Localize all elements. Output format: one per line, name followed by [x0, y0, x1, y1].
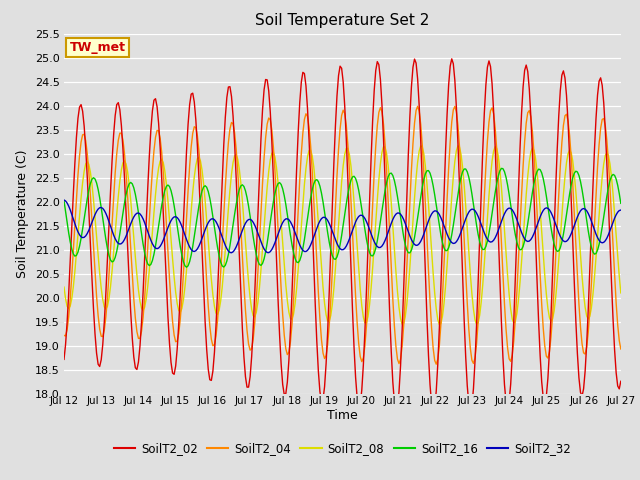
SoilT2_16 — [129, 181, 136, 187]
SoilT2_02 — [303, 106, 311, 111]
SoilT2_32 — [588, 218, 595, 224]
SoilT2_16 — [60, 198, 68, 204]
SoilT2_08 — [454, 143, 462, 149]
SoilT2_04 — [589, 252, 596, 258]
SoilT2_08 — [303, 154, 311, 160]
SoilT2_16 — [617, 201, 625, 206]
SoilT2_02 — [617, 378, 625, 384]
Line: SoilT2_02: SoilT2_02 — [64, 59, 621, 412]
SoilT2_16 — [182, 264, 190, 270]
SoilT2_16 — [497, 166, 505, 171]
SoilT2_16 — [246, 213, 254, 219]
SoilT2_32 — [246, 216, 254, 222]
SoilT2_08 — [129, 216, 136, 221]
SoilT2_02 — [589, 185, 596, 191]
SoilT2_02 — [60, 357, 68, 362]
SoilT2_02 — [429, 409, 437, 415]
SoilT2_16 — [228, 233, 236, 239]
SoilT2_04 — [254, 270, 262, 276]
Line: SoilT2_32: SoilT2_32 — [64, 200, 621, 252]
SoilT2_16 — [305, 205, 313, 211]
SoilT2_04 — [60, 333, 68, 338]
SoilT2_32 — [226, 250, 234, 255]
SoilT2_04 — [433, 361, 440, 367]
Legend: SoilT2_02, SoilT2_04, SoilT2_08, SoilT2_16, SoilT2_32: SoilT2_02, SoilT2_04, SoilT2_08, SoilT2_… — [109, 437, 576, 460]
SoilT2_08 — [589, 292, 596, 298]
SoilT2_08 — [60, 284, 68, 290]
SoilT2_32 — [228, 250, 236, 255]
SoilT2_32 — [60, 197, 68, 203]
Line: SoilT2_16: SoilT2_16 — [64, 168, 621, 267]
Text: TW_met: TW_met — [70, 41, 125, 54]
SoilT2_16 — [255, 262, 263, 267]
SoilT2_02 — [244, 384, 252, 390]
SoilT2_08 — [244, 279, 252, 285]
SoilT2_04 — [303, 114, 311, 120]
SoilT2_08 — [617, 290, 625, 296]
SoilT2_02 — [254, 210, 262, 216]
SoilT2_02 — [448, 56, 456, 62]
SoilT2_02 — [226, 84, 234, 90]
SoilT2_32 — [305, 245, 313, 251]
SoilT2_04 — [129, 273, 136, 278]
SoilT2_04 — [244, 341, 252, 347]
SoilT2_08 — [435, 322, 443, 327]
SoilT2_08 — [226, 187, 234, 192]
SoilT2_04 — [617, 346, 625, 352]
Line: SoilT2_04: SoilT2_04 — [64, 107, 621, 364]
SoilT2_32 — [129, 217, 136, 223]
Line: SoilT2_08: SoilT2_08 — [64, 146, 621, 324]
SoilT2_32 — [617, 207, 625, 213]
SoilT2_02 — [129, 335, 136, 341]
SoilT2_16 — [589, 249, 596, 255]
Y-axis label: Soil Temperature (C): Soil Temperature (C) — [17, 149, 29, 278]
SoilT2_04 — [226, 126, 234, 132]
SoilT2_32 — [255, 235, 263, 240]
SoilT2_04 — [414, 104, 422, 109]
SoilT2_08 — [254, 300, 262, 305]
X-axis label: Time: Time — [327, 409, 358, 422]
Title: Soil Temperature Set 2: Soil Temperature Set 2 — [255, 13, 429, 28]
